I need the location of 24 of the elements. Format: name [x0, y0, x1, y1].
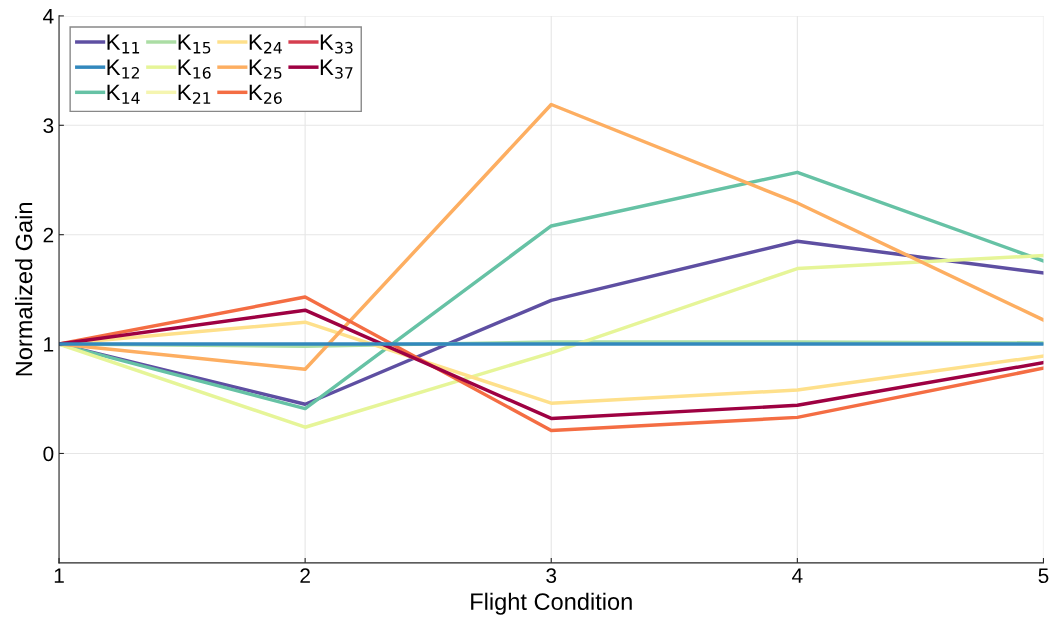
legend-label: K$_{14}$: [107, 84, 140, 104]
legend-label: K$_{26}$: [249, 84, 282, 104]
y-tick-label: 2: [43, 227, 54, 243]
legend-label: K$_{16}$: [178, 59, 211, 79]
legend-label: K$_{33}$: [320, 34, 353, 54]
x-tick-label: 5: [1038, 568, 1049, 584]
legend-label: K$_{25}$: [249, 59, 282, 79]
y-tick-label: 0: [43, 446, 54, 462]
legend-label: K$_{24}$: [249, 34, 282, 54]
x-tick-label: 1: [54, 568, 64, 583]
y-tick-label: 1: [44, 337, 54, 352]
legend-label: K$_{11}$: [107, 34, 140, 54]
y-tick-label: 4: [43, 9, 54, 24]
legend-label: K$_{37}$: [320, 59, 353, 79]
line-series: [59, 253, 1044, 429]
x-tick-label: 3: [546, 568, 557, 584]
x-axis-title: Flight Condition: [471, 592, 632, 615]
y-tick-label: 3: [43, 118, 54, 134]
y-axis-title: Normalized Gain: [15, 202, 33, 376]
legend-label: K$_{21}$: [178, 84, 211, 104]
legend-label: K$_{15}$: [178, 34, 211, 54]
x-tick-label: 4: [792, 568, 803, 583]
x-tick-label: 2: [300, 568, 310, 583]
legend-label: K$_{12}$: [107, 59, 139, 79]
